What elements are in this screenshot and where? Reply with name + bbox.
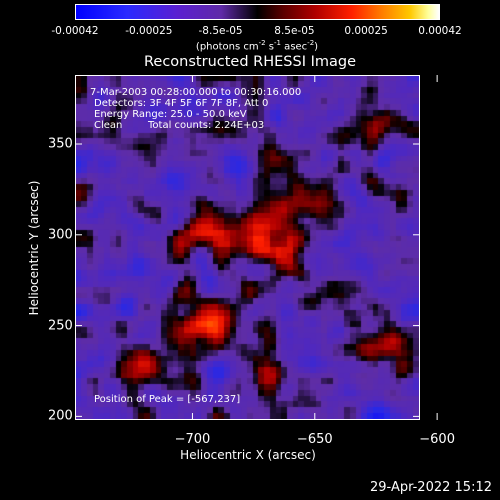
colorbar-tick-label: -0.00042 bbox=[51, 25, 99, 37]
time-range-label: 7-Mar-2003 00:28:00.000 to 00:30:16.000 bbox=[90, 87, 302, 98]
x-tick-label: −700 bbox=[174, 432, 211, 447]
colorbar-tick-label: -0.00025 bbox=[125, 25, 173, 37]
clean-label: Clean bbox=[94, 120, 123, 131]
timestamp: 29-Apr-2022 15:12 bbox=[370, 480, 492, 495]
heatmap-image bbox=[76, 76, 419, 419]
x-tick-label: −650 bbox=[296, 432, 333, 447]
peak-position-label: Position of Peak = [-567,237] bbox=[94, 394, 241, 405]
y-tick-label: 350 bbox=[48, 136, 73, 152]
colorbar-tick-label: 0.00042 bbox=[418, 25, 462, 37]
energy-range-label: Energy Range: 25.0 - 50.0 keV bbox=[94, 109, 247, 120]
colorbar bbox=[75, 4, 440, 20]
chart-title: Reconstructed RHESSI Image bbox=[143, 54, 356, 70]
plot-area: 7-Mar-2003 00:28:00.000 to 00:30:16.000 … bbox=[75, 75, 420, 420]
total-counts-label: Total counts: 2.24E+03 bbox=[148, 120, 265, 131]
colorbar-tick-label: -8.5e-05 bbox=[198, 25, 243, 37]
colorbar-units: (photons cm-2 s-1 asec-2) bbox=[195, 39, 319, 53]
y-axis-label: Heliocentric Y (arcsec) bbox=[27, 180, 41, 316]
y-tick-label: 300 bbox=[48, 227, 73, 243]
y-tick-label: 200 bbox=[48, 408, 73, 424]
colorbar-tick-label: 8.5e-05 bbox=[274, 25, 315, 37]
y-tick-label: 250 bbox=[48, 318, 73, 334]
colorbar-tick-label: 0.00025 bbox=[344, 25, 388, 37]
x-axis-label: Heliocentric X (arcsec) bbox=[180, 448, 316, 462]
detectors-label: Detectors: 3F 4F 5F 6F 7F 8F, Att 0 bbox=[94, 98, 269, 109]
x-tick-label: −600 bbox=[419, 432, 455, 447]
